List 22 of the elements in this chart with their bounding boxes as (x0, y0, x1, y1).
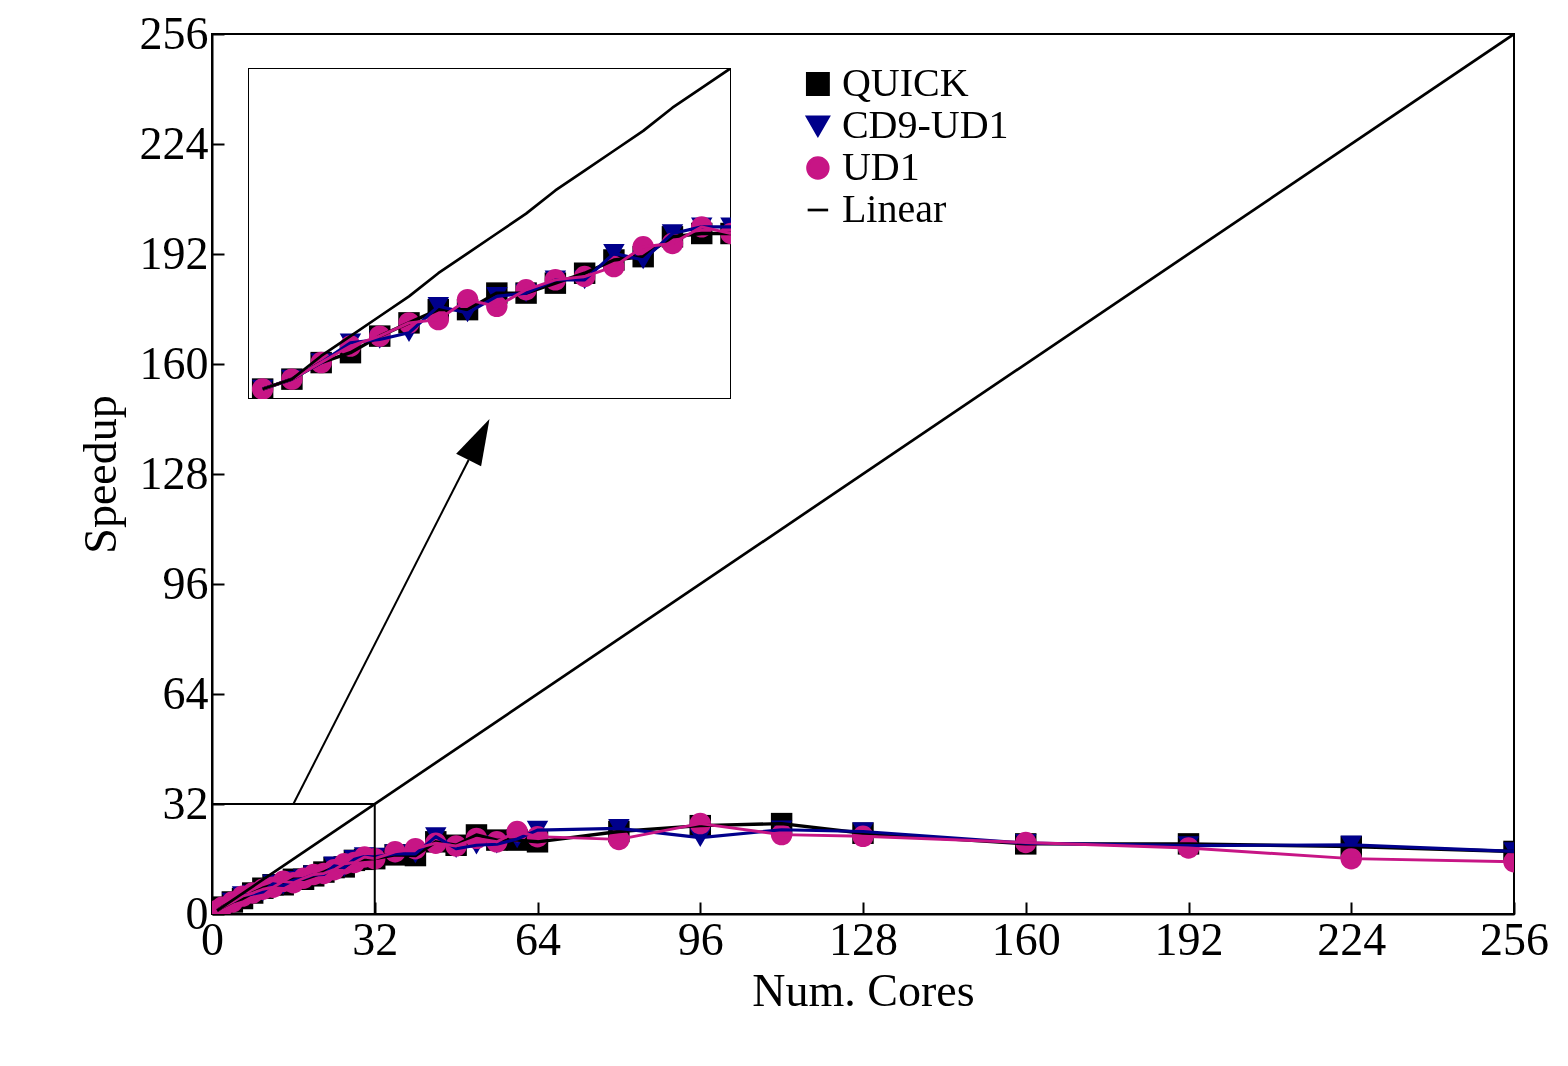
y-tick-label: 96 (162, 557, 209, 609)
legend-label: UD1 (841, 144, 920, 189)
x-tick-label: 192 (1154, 913, 1224, 965)
x-tick-label: 128 (829, 913, 898, 965)
y-tick-label: 32 (162, 777, 209, 829)
y-tick-label: 192 (139, 227, 209, 279)
y-tick-label: 224 (139, 117, 209, 169)
legend-label: CD9-UD1 (841, 102, 1009, 147)
x-tick-label: 64 (515, 913, 561, 965)
x-tick-label: 256 (1480, 913, 1549, 965)
x-axis-title: Num. Cores (752, 964, 975, 1016)
x-tick-label: 160 (991, 913, 1061, 965)
legend-label: QUICK (841, 60, 969, 105)
x-tick-label: 32 (352, 913, 399, 965)
x-tick-label: 96 (677, 913, 724, 965)
y-tick-label: 128 (139, 447, 209, 499)
y-tick-label: 160 (139, 337, 209, 389)
x-tick-label: 224 (1317, 913, 1387, 965)
legend-label: Linear (841, 186, 947, 231)
y-tick-label: 64 (162, 667, 209, 719)
y-tick-label: 256 (139, 7, 209, 59)
y-axis-title: Speedup (74, 395, 126, 554)
